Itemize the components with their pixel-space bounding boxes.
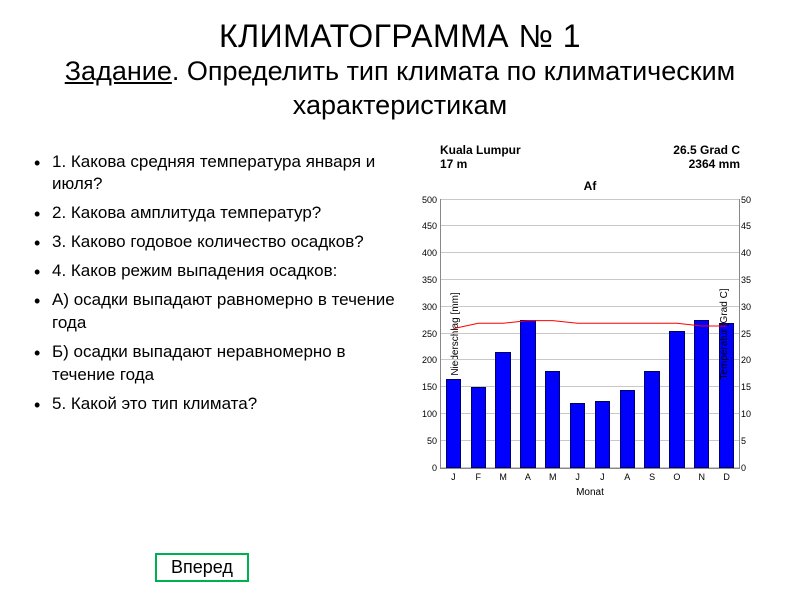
precip-bar — [495, 352, 510, 467]
y-tick-right: 45 — [741, 221, 759, 231]
chart-elevation: 17 m — [440, 157, 521, 171]
chart-classification: Af — [410, 179, 770, 193]
chart-location: Kuala Lumpur — [440, 143, 521, 157]
y-tick-left: 250 — [417, 329, 437, 339]
x-tick: M — [499, 472, 507, 482]
precip-bar — [694, 320, 709, 467]
x-tick: J — [600, 472, 605, 482]
y-tick-left: 150 — [417, 382, 437, 392]
precip-bar — [520, 320, 535, 467]
y-axis-right-label: Temperatur [Grad C] — [719, 288, 730, 379]
y-tick-right: 25 — [741, 329, 759, 339]
questions-list: 1. Какова средняя температура января и и… — [30, 151, 400, 416]
precip-bar — [595, 401, 610, 468]
x-tick: A — [525, 472, 531, 482]
x-tick: A — [624, 472, 630, 482]
question-item: 4. Каков режим выпадения осадков: — [30, 260, 400, 283]
y-tick-left: 200 — [417, 355, 437, 365]
grid-line — [441, 306, 739, 307]
chart-annual-precip: 2364 mm — [673, 157, 740, 171]
question-item: 3. Каково годовое количество осадков? — [30, 231, 400, 254]
question-item: Б) осадки выпадают неравномерно в течени… — [30, 341, 400, 387]
climograph-chart: 0501001502002503003504004505000510152025… — [440, 199, 740, 469]
questions-panel: 1. Какова средняя температура января и и… — [30, 143, 400, 498]
y-tick-left: 400 — [417, 248, 437, 258]
y-tick-right: 0 — [741, 463, 759, 473]
precip-bar — [446, 379, 461, 467]
y-tick-right: 20 — [741, 355, 759, 365]
y-tick-left: 500 — [417, 195, 437, 205]
chart-annual-temp: 26.5 Grad C — [673, 143, 740, 157]
x-tick: O — [673, 472, 680, 482]
precip-bar — [545, 371, 560, 467]
question-item: 1. Какова средняя температура января и и… — [30, 151, 400, 197]
y-tick-left: 0 — [417, 463, 437, 473]
y-tick-left: 300 — [417, 302, 437, 312]
chart-panel: Kuala Lumpur 17 m 26.5 Grad C 2364 mm Af… — [400, 143, 770, 498]
x-tick: J — [451, 472, 456, 482]
y-tick-right: 35 — [741, 275, 759, 285]
y-tick-right: 10 — [741, 409, 759, 419]
precip-bar — [570, 403, 585, 467]
x-axis-label: Monat — [410, 487, 770, 498]
question-item: А) осадки выпадают равномерно в течение … — [30, 289, 400, 335]
y-tick-right: 40 — [741, 248, 759, 258]
question-item: 5. Какой это тип климата? — [30, 393, 400, 416]
page-title: КЛИМАТОГРАММА № 1 — [40, 18, 760, 55]
precip-bar — [669, 331, 684, 468]
task-label: Задание — [65, 56, 172, 86]
x-tick: S — [649, 472, 655, 482]
x-tick: D — [723, 472, 730, 482]
y-tick-left: 350 — [417, 275, 437, 285]
y-tick-left: 100 — [417, 409, 437, 419]
grid-line — [441, 252, 739, 253]
x-tick: M — [549, 472, 557, 482]
y-tick-right: 5 — [741, 436, 759, 446]
page-subtitle: Задание. Определить тип климата по клима… — [40, 55, 760, 123]
y-tick-right: 30 — [741, 302, 759, 312]
y-tick-left: 450 — [417, 221, 437, 231]
x-tick: J — [575, 472, 580, 482]
forward-button[interactable]: Вперед — [155, 553, 249, 582]
y-tick-right: 15 — [741, 382, 759, 392]
task-text: . Определить тип климата по климатически… — [172, 56, 735, 120]
precip-bar — [644, 371, 659, 467]
question-item: 2. Какова амплитуда температур? — [30, 202, 400, 225]
precip-bar — [471, 387, 486, 467]
x-tick: F — [476, 472, 482, 482]
precip-bar — [620, 390, 635, 468]
y-tick-left: 50 — [417, 436, 437, 446]
grid-line — [441, 279, 739, 280]
grid-line — [441, 225, 739, 226]
x-tick: N — [699, 472, 706, 482]
grid-line — [441, 199, 739, 200]
y-tick-right: 50 — [741, 195, 759, 205]
